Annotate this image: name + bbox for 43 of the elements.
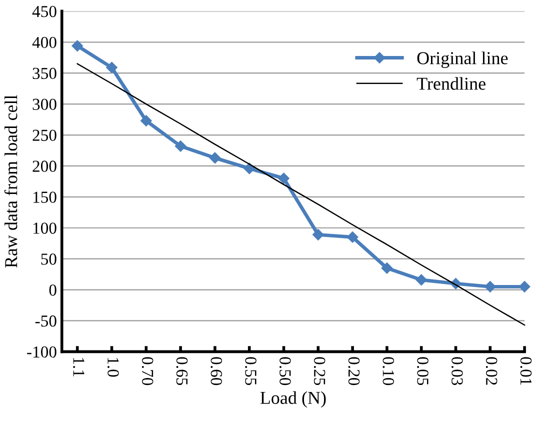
x-tick-label: 0.03 bbox=[452, 357, 463, 386]
y-tick-label: -100 bbox=[27, 346, 56, 358]
x-tick-label: 0.25 bbox=[314, 357, 326, 386]
point bbox=[416, 274, 427, 286]
point bbox=[244, 162, 255, 174]
point bbox=[381, 262, 393, 274]
y-tick-label: 200 bbox=[32, 160, 56, 172]
legend-label: Original line bbox=[417, 52, 508, 68]
point bbox=[518, 281, 530, 292]
x-tick-label: 0.50 bbox=[280, 357, 291, 386]
point bbox=[140, 115, 152, 126]
y-tick-label: 300 bbox=[32, 98, 56, 110]
y-tick-label: 400 bbox=[32, 36, 56, 48]
x-tick-label: 0.20 bbox=[348, 357, 360, 386]
y-tick-label: 250 bbox=[32, 130, 56, 141]
y-tick-label: 50 bbox=[41, 254, 56, 265]
x-tick-label: 0.60 bbox=[210, 357, 222, 386]
point bbox=[278, 172, 290, 184]
point bbox=[72, 40, 83, 52]
x-tick-label: 0.65 bbox=[176, 357, 188, 386]
x-tick-label: 1.1 bbox=[73, 358, 84, 376]
y-tick-label: 100 bbox=[33, 222, 56, 234]
point bbox=[346, 232, 358, 243]
y-tick-label: 0 bbox=[49, 284, 56, 296]
x-tick-label: 0.01 bbox=[520, 357, 532, 385]
point bbox=[174, 140, 186, 152]
x-tick-label: 0.02 bbox=[486, 357, 498, 385]
y-tick-label: 150 bbox=[33, 192, 56, 203]
point bbox=[209, 152, 221, 164]
y-tick-label: 350 bbox=[32, 68, 56, 80]
x-tick-label: 0.55 bbox=[245, 357, 256, 386]
x-tick-label: 1.0 bbox=[108, 358, 119, 377]
point bbox=[312, 229, 324, 240]
point bbox=[106, 62, 118, 74]
x-tick-label: 0.70 bbox=[142, 357, 154, 386]
y-tick-label: 450 bbox=[32, 6, 56, 18]
y-axis-title: Raw data from load cell bbox=[4, 95, 18, 268]
x-axis-title: Load (N) bbox=[260, 391, 326, 408]
x-tick-label: 0.10 bbox=[382, 357, 394, 386]
legend-label: Trendline bbox=[416, 77, 486, 90]
x-tick-label: 0.05 bbox=[417, 357, 428, 386]
point bbox=[484, 281, 496, 292]
y-tick-label: -50 bbox=[35, 315, 56, 327]
